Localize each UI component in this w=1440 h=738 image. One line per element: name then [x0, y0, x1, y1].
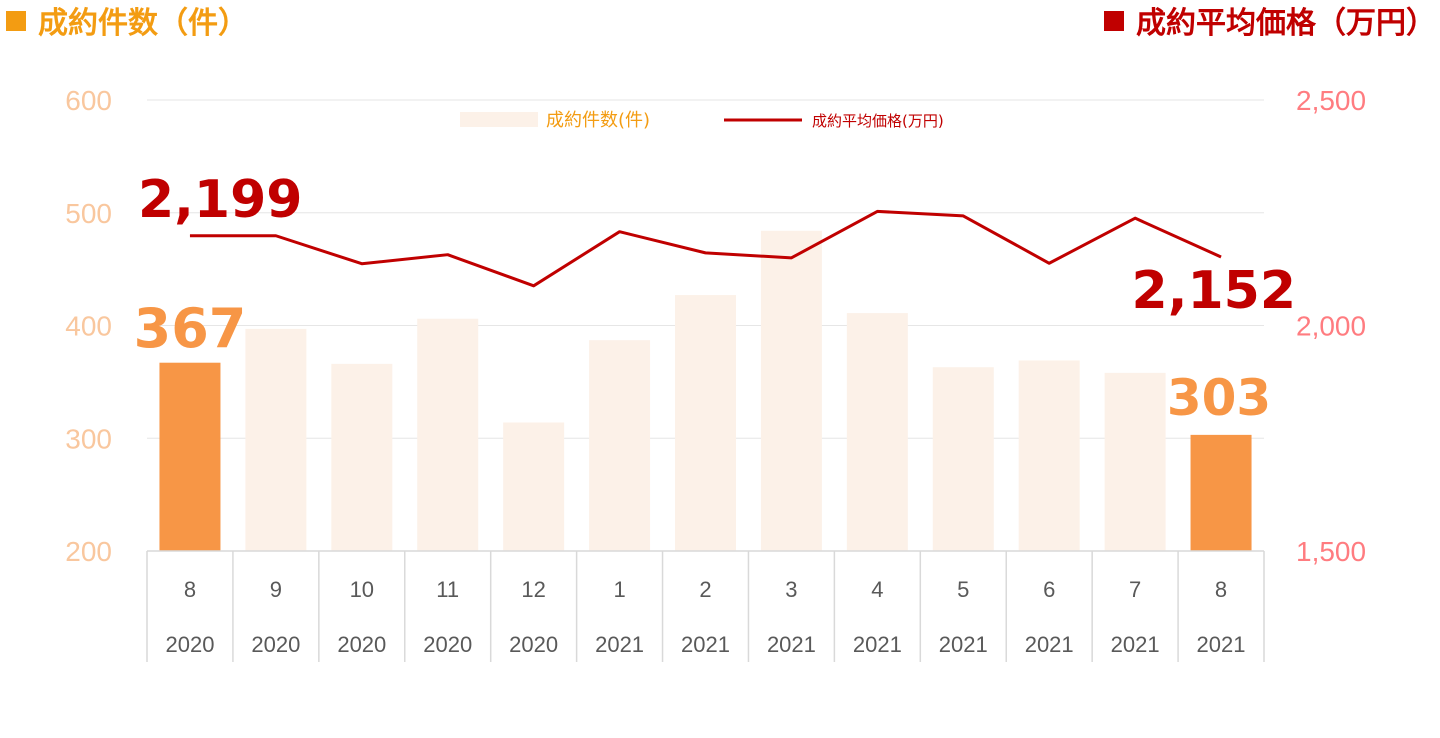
- first-line-data-label: 2,199: [138, 170, 302, 230]
- x-tick-label-year: 2021: [939, 632, 988, 657]
- x-tick-label-month: 4: [871, 577, 883, 602]
- bar: [1104, 372, 1166, 551]
- price-line: [189, 209, 1222, 288]
- x-tick-label-month: 8: [184, 577, 196, 602]
- right-axis-tick-label: 2,500: [1296, 85, 1366, 116]
- bar: [503, 422, 565, 551]
- bar: [245, 328, 307, 551]
- bar: [760, 230, 822, 552]
- right-axis-tick-label: 2,000: [1296, 311, 1366, 342]
- orange-square-icon: [6, 11, 26, 31]
- bar: [1018, 360, 1080, 551]
- x-tick-label-month: 7: [1129, 577, 1141, 602]
- last-bar-data-label: 303: [1167, 369, 1271, 427]
- red-square-icon: [1104, 11, 1124, 31]
- x-tick-label-year: 2020: [423, 632, 472, 657]
- left-axis-title-text: 成約件数（件）: [38, 6, 248, 41]
- bar: [932, 367, 994, 551]
- legend-line-label: 成約平均価格(万円): [812, 112, 944, 130]
- left-axis-tick-label: 600: [65, 85, 112, 116]
- x-tick-label-year: 2021: [595, 632, 644, 657]
- x-tick-label-year: 2021: [681, 632, 730, 657]
- x-tick-label-month: 11: [436, 577, 459, 602]
- first-bar-data-label: 367: [134, 297, 247, 360]
- x-tick-label-year: 2021: [1025, 632, 1074, 657]
- x-tick-label-month: 6: [1043, 577, 1055, 602]
- x-tick-label-year: 2020: [251, 632, 300, 657]
- x-tick-label-year: 2021: [853, 632, 902, 657]
- x-tick-label-year: 2020: [337, 632, 386, 657]
- x-tick-label-year: 2020: [509, 632, 558, 657]
- x-tick-label-month: 8: [1215, 577, 1227, 602]
- left-axis-tick-label: 200: [65, 536, 112, 567]
- x-tick-label-year: 2020: [165, 632, 214, 657]
- bar: [846, 313, 908, 551]
- right-axis-title: 成約平均価格（万円）: [1104, 4, 1436, 44]
- bar: [331, 363, 393, 551]
- bar: [417, 318, 479, 551]
- last-line-data-label: 2,152: [1132, 261, 1296, 321]
- legend-bar-label: 成約件数(件): [546, 110, 650, 131]
- x-tick-label-month: 1: [613, 577, 625, 602]
- bar: [589, 340, 651, 551]
- right-axis-title-text: 成約平均価格（万円）: [1136, 6, 1436, 41]
- x-tick-label-year: 2021: [1111, 632, 1160, 657]
- left-axis-title: 成約件数（件）: [6, 4, 248, 44]
- x-tick-label-month: 3: [785, 577, 797, 602]
- left-axis-tick-label: 400: [65, 311, 112, 342]
- x-tick-label-month: 12: [521, 577, 545, 602]
- x-tick-label-month: 2: [699, 577, 711, 602]
- x-tick-label-year: 2021: [767, 632, 816, 657]
- left-axis-tick-label: 500: [65, 198, 112, 229]
- right-axis-tick-label: 1,500: [1296, 536, 1366, 567]
- legend-bar-swatch: [460, 112, 538, 127]
- bar: [1190, 434, 1252, 551]
- bar: [675, 295, 736, 551]
- left-axis-tick-label: 300: [65, 423, 112, 454]
- x-tick-label-year: 2021: [1197, 632, 1246, 657]
- x-tick-label-month: 10: [350, 577, 374, 602]
- bar: [159, 362, 221, 551]
- x-tick-label-month: 5: [957, 577, 969, 602]
- x-tick-label-month: 9: [270, 577, 282, 602]
